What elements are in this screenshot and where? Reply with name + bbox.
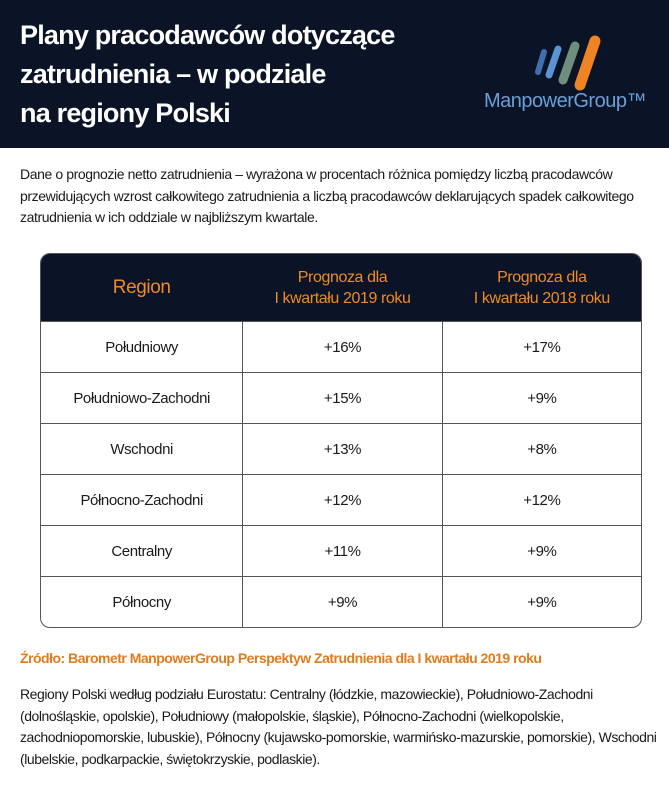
header-banner: Plany pracodawców dotyczące zatrudnienia… xyxy=(0,0,669,148)
cell-region: Południowo-Zachodni xyxy=(41,373,244,423)
cell-q1-2019: +9% xyxy=(243,577,443,627)
cell-region: Wschodni xyxy=(41,424,244,474)
cell-region: Południowy xyxy=(41,322,244,372)
source-text: Źródło: Barometr ManpowerGroup Perspekty… xyxy=(20,650,542,666)
cell-q1-2019: +15% xyxy=(243,373,443,423)
cell-q1-2018: +8% xyxy=(527,440,557,458)
cell-q1-2018: +12% xyxy=(523,491,561,509)
intro-text: Dane o prognozie netto zatrudnienia – wy… xyxy=(20,166,634,225)
forecast-table: Region Prognoza dla I kwartału 2019 roku… xyxy=(40,253,642,628)
cell-q1-2019: +12% xyxy=(243,475,443,525)
logo-text: ManpowerGroup™ xyxy=(484,90,646,112)
table-row: Wschodni +13% +8% xyxy=(41,423,641,474)
cell-region: Północno-Zachodni xyxy=(41,475,244,525)
manpowergroup-logo-icon xyxy=(535,35,601,91)
header-region: Region xyxy=(41,254,244,321)
cell-q1-2018: +17% xyxy=(523,338,561,356)
table-row: Centralny +11% +9% xyxy=(41,525,641,576)
cell-q1-2019: +16% xyxy=(243,322,443,372)
cell-region: Północny xyxy=(41,577,244,627)
cell-region: Centralny xyxy=(41,526,244,576)
cell-q1-2018: +9% xyxy=(527,389,557,407)
cell-q1-2019: +11% xyxy=(243,526,443,576)
table-row: Południowo-Zachodni +15% +9% xyxy=(41,372,641,423)
cell-q1-2019: +13% xyxy=(243,424,443,474)
regions-note: Regiony Polski według podziału Eurostatu… xyxy=(20,686,657,767)
table-header: Region Prognoza dla I kwartału 2019 roku… xyxy=(41,254,641,321)
header-q1-2019: Prognoza dla I kwartału 2019 roku xyxy=(243,254,443,321)
table-row: Północno-Zachodni +12% +12% xyxy=(41,474,641,525)
table-row: Południowy +16% +17% xyxy=(41,321,641,372)
page-title: Plany pracodawców dotyczące zatrudnienia… xyxy=(20,20,395,128)
table-row: Północny +9% +9% xyxy=(41,576,641,627)
header-q1-2018: Prognoza dla I kwartału 2018 roku xyxy=(473,268,610,307)
cell-q1-2018: +9% xyxy=(527,593,557,611)
cell-q1-2018: +9% xyxy=(527,542,557,560)
